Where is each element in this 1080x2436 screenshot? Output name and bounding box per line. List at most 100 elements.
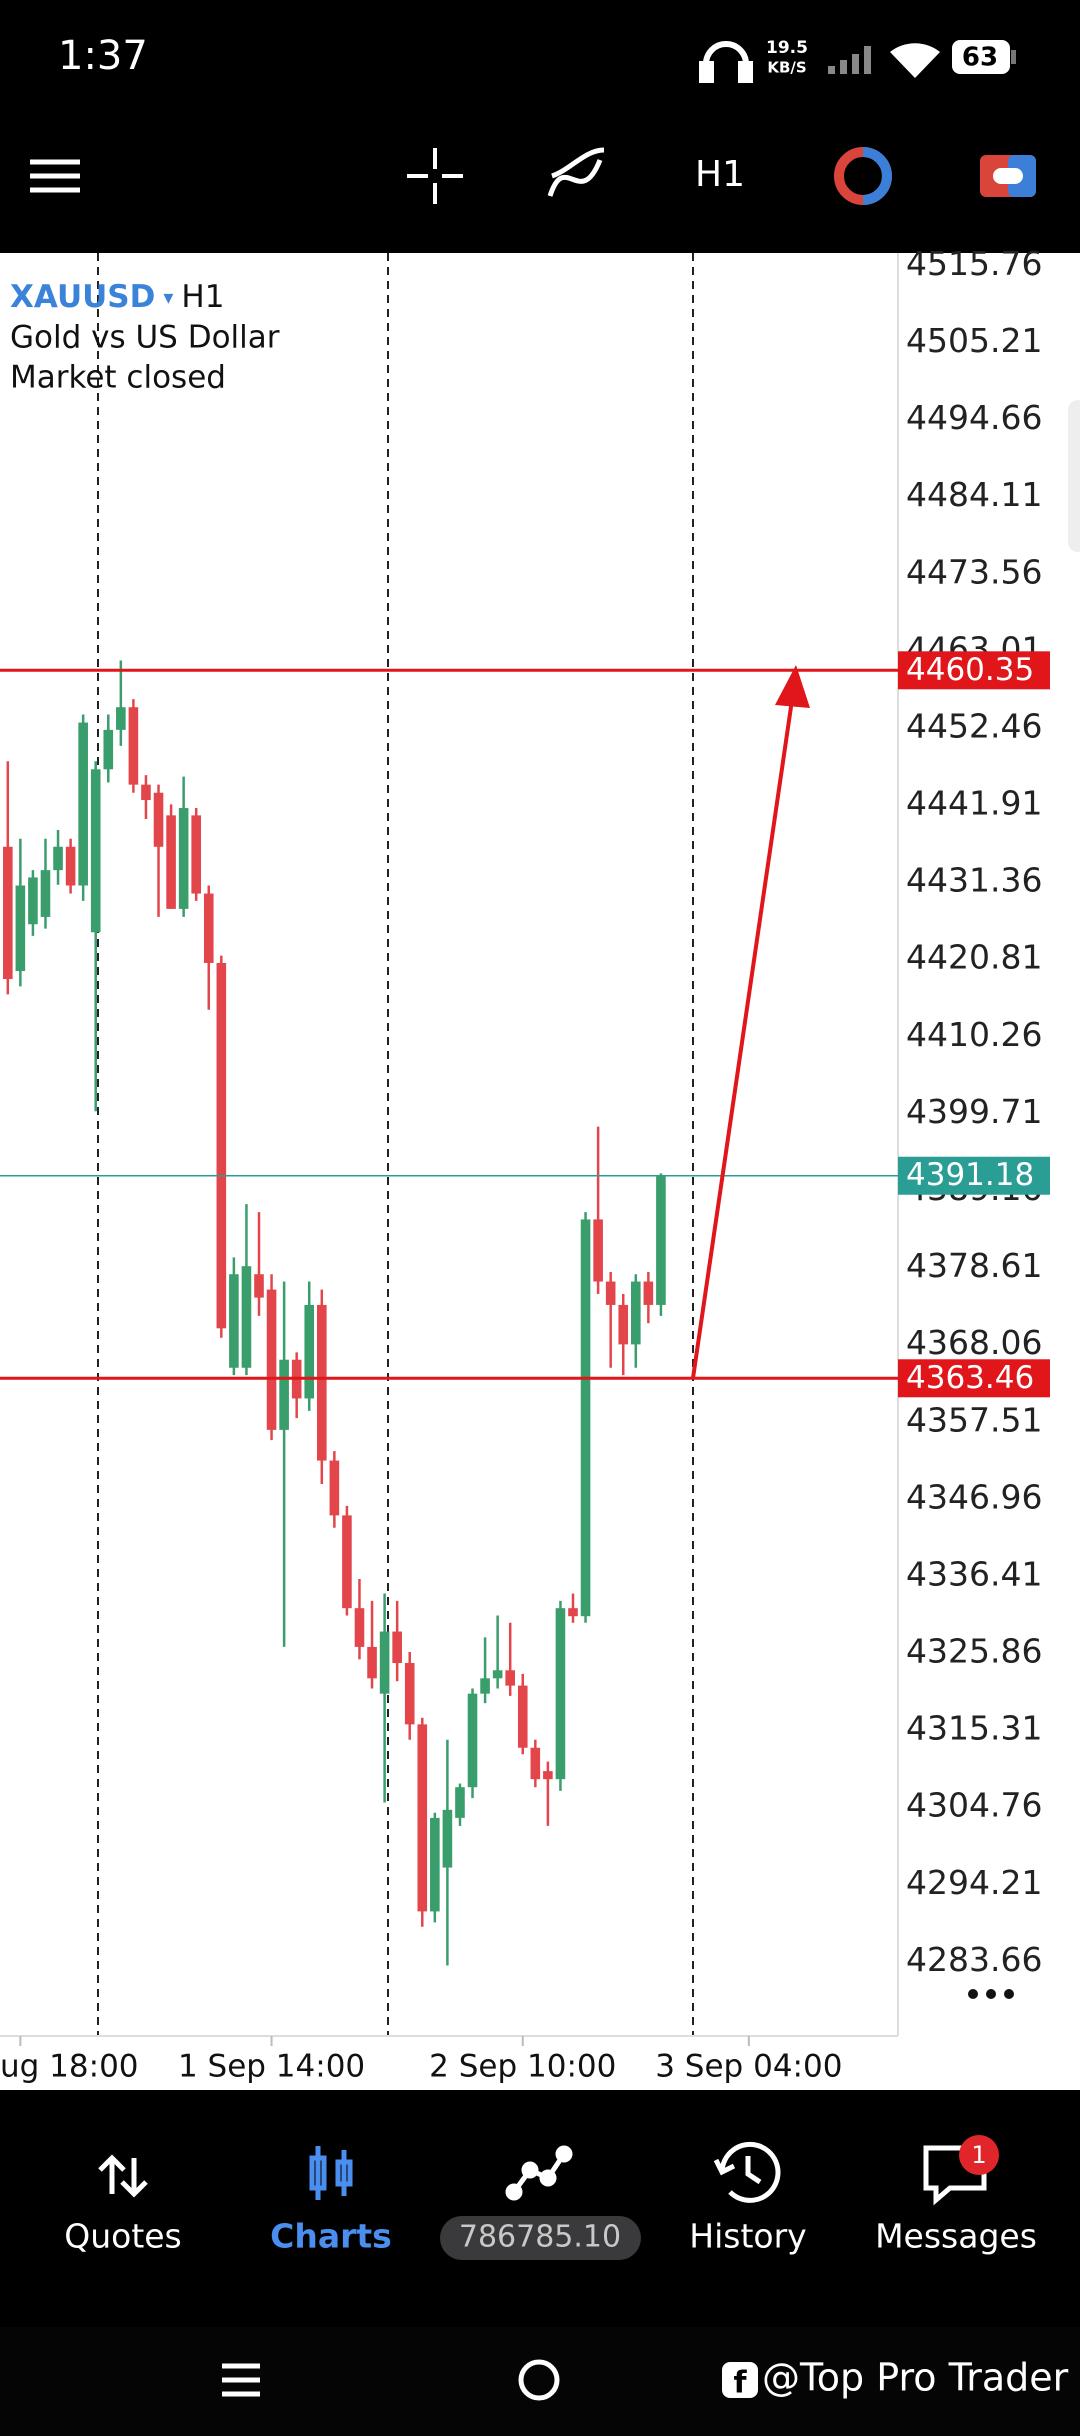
y-tick-label: 4315.31 [906,1709,1042,1748]
candle-body [166,815,176,909]
candle-body [203,893,214,963]
trade-icon[interactable] [505,2145,573,2201]
symbol-description: Gold vs US Dollar [10,320,280,356]
quotes-icon[interactable] [98,2154,148,2198]
candle-body [103,729,114,770]
x-tick-label: 2 Sep 10:00 [429,2049,616,2085]
candle-body [266,1289,277,1430]
y-tick-label: 4452.46 [906,706,1042,745]
candle-body [618,1304,629,1345]
y-tick-label: 4494.66 [906,398,1042,437]
nav-charts[interactable]: Charts [270,2217,392,2256]
battery-level: 63 [962,43,998,73]
candle-body [568,1608,578,1617]
candle-body [430,1817,440,1912]
x-tick-label: 3 Sep 04:00 [655,2049,842,2085]
candle-body [605,1281,616,1305]
candle-body [354,1608,365,1647]
candle-body [279,1359,289,1430]
nav-messages[interactable]: Messages [875,2217,1037,2256]
watermark: @Top Pro Trader [762,2356,1069,2400]
net-unit: KB/S [767,59,806,77]
recent-apps-button[interactable] [222,2363,260,2397]
symbol-dropdown[interactable]: ▾ [163,285,173,309]
period-separators [97,253,694,2036]
candle-body [530,1747,541,1780]
candle-body [593,1219,603,1282]
wifi-icon [890,43,940,78]
signal-icon [828,46,871,74]
candle-body [467,1693,478,1788]
y-tick-label: 4473.56 [906,552,1042,591]
battery-icon [952,40,1010,74]
candle-body [3,846,13,980]
y-tick-label: 4283.66 [906,1940,1042,1979]
candle-body [505,1670,515,1686]
badge [959,2135,999,2175]
candle-body [216,962,227,1329]
candle-body [128,707,139,785]
candle-body [28,877,38,925]
top-bar [0,0,1080,253]
candle-body [15,885,26,971]
candle-body [517,1685,528,1748]
price-tag-label: 4460.35 [906,652,1034,688]
candle-body [656,1175,666,1305]
candle-body [543,1771,553,1780]
y-tick-label: 4420.81 [906,938,1042,977]
y-tick-label: 4346.96 [906,1477,1042,1516]
crosshair-button[interactable] [407,148,463,204]
y-tick-label: 4357.51 [906,1400,1042,1439]
y-tick-label: 4515.76 [906,244,1042,283]
charts-icon[interactable] [309,2146,353,2200]
nav-quotes[interactable]: Quotes [64,2217,182,2256]
y-tick-label: 4399.71 [906,1092,1042,1131]
menu-button[interactable] [30,159,80,193]
net-speed: 19.5 [766,38,808,58]
y-tick-label: 4294.21 [906,1863,1042,1902]
candle-body [455,1787,465,1818]
market-status: Market closed [10,360,226,396]
y-tick-label: 4431.36 [906,861,1042,900]
candle-body [40,870,51,917]
headphones-icon [699,41,753,83]
system-nav [0,2327,1080,2436]
candle-body [241,1266,252,1368]
candle-body [329,1460,340,1516]
svg-text:f: f [733,2366,747,2401]
candle-body [90,769,101,933]
nav-history[interactable]: History [689,2217,806,2256]
symbol: XAUUSD [10,279,155,315]
x-tick-label: 1 Sep 14:00 [178,2049,365,2085]
candle-body [191,815,201,894]
battery-tip [1011,50,1016,64]
candle-body [116,707,126,730]
candle-body [580,1219,591,1617]
candle-body [555,1608,566,1780]
trade-button[interactable] [834,147,892,205]
candle-body [417,1724,428,1912]
y-tick-label: 4378.61 [906,1246,1042,1285]
clock: 1:37 [58,33,148,79]
home-button[interactable] [518,2359,560,2401]
candle-body [480,1678,490,1694]
trend-arrow [691,665,810,1379]
candles [0,660,898,1966]
x-tick-label: ug 18:00 [0,2049,139,2085]
chart-symbol-line: XAUUSD ▾ H1 [10,279,224,315]
indicators-button[interactable] [547,147,605,197]
y-tick-label: 4304.76 [906,1786,1042,1825]
more-button[interactable] [968,1989,1014,1999]
timeframe-button[interactable]: H1 [695,154,745,195]
balance-pill[interactable] [440,2216,641,2260]
candle-body [643,1281,654,1305]
watermark-logo: f [722,2362,758,2401]
account-button[interactable] [980,155,1036,197]
candle-body [317,1304,327,1461]
price-tag [898,1156,1050,1195]
history-icon[interactable] [713,2141,781,2203]
candle-body [367,1646,377,1679]
candle-body [492,1670,503,1679]
side-tab[interactable] [1068,400,1080,552]
candle-body [178,808,189,909]
